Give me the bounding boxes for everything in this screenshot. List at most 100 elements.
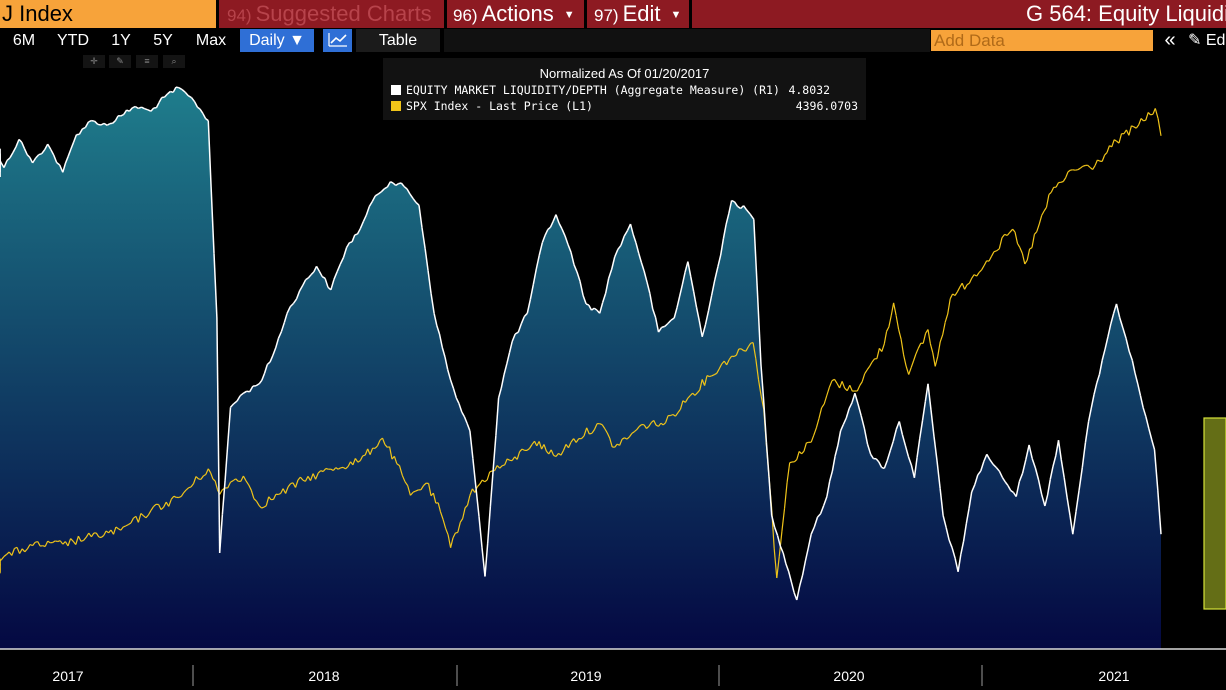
liquidity-segment	[657, 326, 663, 333]
spx-segment	[604, 428, 608, 434]
spx-segment	[740, 348, 744, 351]
spx-segment	[589, 432, 593, 435]
pencil-icon[interactable]: ✎	[109, 55, 131, 68]
range-1y-button[interactable]: 1Y	[111, 32, 131, 49]
liquidity-segment	[816, 513, 822, 518]
spx-segment	[309, 473, 314, 481]
spx-segment	[757, 379, 762, 397]
liquidity-segment	[444, 356, 449, 370]
liquidity-segment	[598, 302, 604, 314]
add-data-input[interactable]: Add Data	[931, 30, 1153, 51]
spx-segment	[70, 538, 74, 542]
spx-segment	[586, 427, 590, 435]
liquidity-segment	[1060, 459, 1065, 478]
spx-segment	[591, 429, 595, 434]
spx-segment	[21, 548, 26, 553]
spx-segment	[988, 256, 993, 262]
spx-segment	[24, 548, 28, 553]
edit-short-button[interactable]: ✎ Ed	[1188, 29, 1226, 52]
line-chart-icon[interactable]	[323, 29, 352, 52]
spx-segment	[423, 482, 427, 486]
liquidity-segment	[359, 221, 364, 229]
spx-segment	[198, 478, 202, 480]
spx-segment	[85, 532, 90, 538]
spx-segment	[367, 448, 371, 455]
liquidity-segment	[1028, 444, 1033, 459]
spx-segment	[1150, 113, 1154, 116]
range-6m-button[interactable]: 6M	[12, 32, 36, 49]
liquidity-segment	[717, 254, 722, 267]
spx-segment	[709, 375, 712, 378]
liquidity-segment	[155, 102, 160, 109]
liquidity-segment	[50, 148, 55, 156]
spx-segment	[52, 540, 56, 544]
spx-segment	[796, 451, 800, 460]
range-5y-button[interactable]: 5Y	[153, 32, 173, 49]
legend-row-liquidity[interactable]: EQUITY MARKET LIQUIDITY/DEPTH (Aggregate…	[391, 82, 858, 98]
range-ytd-button[interactable]: YTD	[57, 32, 89, 49]
spx-segment	[195, 476, 199, 480]
spx-segment	[90, 532, 95, 538]
spx-segment	[150, 506, 155, 511]
spx-segment	[362, 454, 366, 457]
spx-segment	[776, 556, 780, 579]
liquidity-segment	[552, 214, 557, 222]
liquidity-segment	[1145, 416, 1150, 429]
spx-segment	[947, 298, 951, 315]
chart-toolbar: 6M YTD 1Y 5Y Max Daily ▼ Table Add Data …	[0, 28, 1226, 53]
liquidity-segment	[398, 182, 402, 185]
liquidity-segment	[983, 454, 988, 462]
liquidity-segment	[901, 434, 907, 446]
liquidity-segment	[449, 379, 455, 389]
liquidity-segment	[742, 205, 748, 211]
spx-segment	[981, 265, 985, 271]
spx-segment	[1006, 231, 1011, 236]
spx-segment	[1016, 243, 1021, 248]
spx-segment	[374, 445, 378, 449]
spx-segment	[42, 545, 46, 548]
spx-segment	[352, 458, 356, 466]
spx-segment	[624, 437, 628, 440]
spx-segment	[900, 339, 905, 355]
liquidity-segment	[386, 181, 392, 188]
collapse-icon[interactable]: «	[1156, 29, 1184, 52]
legend-row-spx[interactable]: SPX Index - Last Price (L1) 4396.0703	[391, 98, 858, 114]
spx-segment	[704, 375, 708, 386]
security-ticker[interactable]: J Index	[0, 0, 216, 28]
spx-segment	[1019, 247, 1023, 254]
magnifier-icon[interactable]: ⌕	[163, 55, 185, 68]
actions-menu[interactable]: 96) Actions ▼	[447, 0, 584, 28]
spx-segment	[655, 424, 659, 427]
liquidity-segment	[828, 470, 834, 482]
liquidity-segment	[813, 516, 819, 528]
frequency-dropdown[interactable]: Daily ▼	[240, 29, 314, 52]
spx-segment	[1145, 112, 1149, 121]
liquidity-segment	[233, 400, 238, 405]
spx-segment	[255, 500, 260, 507]
spx-segment	[747, 342, 752, 348]
edit-menu[interactable]: 97) Edit ▼	[587, 0, 689, 28]
liquidity-segment	[701, 324, 707, 337]
liquidity-segment	[1021, 459, 1027, 474]
liquidity-segment	[698, 320, 703, 337]
spx-segment	[479, 479, 483, 485]
spx-segment	[409, 491, 414, 496]
list-icon[interactable]: ≡	[136, 55, 158, 68]
range-max-button[interactable]: Max	[195, 32, 227, 49]
header-bar: J Index 94) Suggested Charts 96) Actions ▼ …	[0, 0, 1226, 28]
toolbar-spacer	[444, 29, 930, 52]
spx-segment	[110, 529, 115, 535]
liquidity-segment	[535, 254, 541, 270]
spx-segment	[180, 492, 185, 497]
liquidity-segment	[667, 319, 672, 325]
spx-segment	[205, 468, 209, 475]
spx-segment	[998, 237, 1003, 249]
liquidity-segment	[299, 284, 304, 292]
table-button[interactable]: Table	[356, 29, 440, 52]
spx-segment	[504, 458, 508, 466]
liquidity-segment	[224, 443, 229, 481]
crosshair-icon[interactable]: ✛	[83, 55, 105, 68]
suggested-charts-button[interactable]: 94) Suggested Charts	[219, 0, 444, 28]
spx-segment	[57, 540, 61, 543]
